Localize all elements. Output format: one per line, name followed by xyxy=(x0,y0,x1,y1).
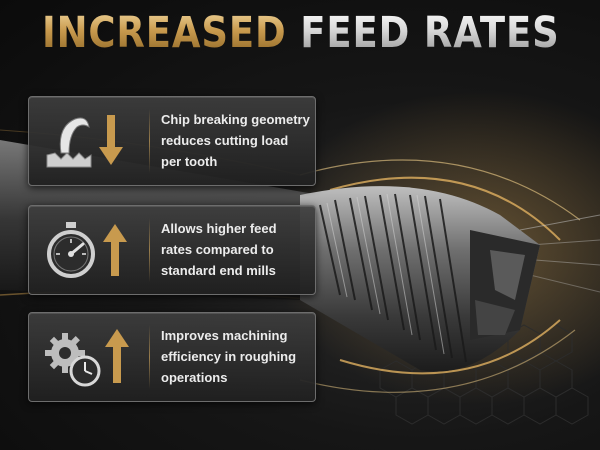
stopwatch-up-arrow-icon xyxy=(39,216,139,284)
feature-text: Chip breaking geometry reduces cutting l… xyxy=(161,112,310,169)
feature-card-efficiency: Improves machining efficiency in roughin… xyxy=(28,312,316,402)
card-divider xyxy=(149,218,150,282)
card-divider xyxy=(149,109,150,173)
tool-flutes xyxy=(300,186,540,372)
headline-part1: INCREASED xyxy=(42,8,287,58)
headline: INCREASED FEED RATES xyxy=(42,4,560,62)
headline-part2: FEED RATES xyxy=(300,8,560,58)
feature-text: Improves machining efficiency in roughin… xyxy=(161,328,297,385)
feature-card-higher-feed: Allows higher feed rates compared to sta… xyxy=(28,205,316,295)
chip-curl-down-arrow-icon xyxy=(39,107,139,175)
gears-clock-up-arrow-icon xyxy=(39,323,139,391)
card-divider xyxy=(149,325,150,389)
feature-text: Allows higher feed rates compared to sta… xyxy=(161,221,277,278)
feature-card-chip-breaking: Chip breaking geometry reduces cutting l… xyxy=(28,96,316,186)
